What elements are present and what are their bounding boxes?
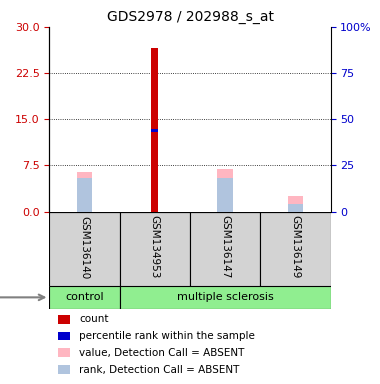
- Bar: [190, 212, 260, 286]
- Bar: [120, 286, 331, 309]
- Bar: [77, 172, 92, 212]
- Text: count: count: [79, 314, 108, 324]
- Bar: [217, 178, 233, 212]
- Bar: [58, 315, 70, 324]
- Bar: [151, 48, 158, 212]
- Title: GDS2978 / 202988_s_at: GDS2978 / 202988_s_at: [106, 10, 274, 25]
- Text: value, Detection Call = ABSENT: value, Detection Call = ABSENT: [79, 348, 244, 358]
- Text: percentile rank within the sample: percentile rank within the sample: [79, 331, 255, 341]
- Text: GSM136149: GSM136149: [290, 215, 301, 279]
- Bar: [151, 129, 158, 132]
- Bar: [58, 332, 70, 340]
- Bar: [58, 348, 70, 357]
- Bar: [217, 169, 233, 212]
- Text: control: control: [65, 292, 104, 302]
- Text: multiple sclerosis: multiple sclerosis: [177, 292, 274, 302]
- Text: GSM136140: GSM136140: [79, 215, 90, 279]
- Text: GSM134953: GSM134953: [150, 215, 160, 279]
- Bar: [120, 212, 190, 286]
- Bar: [77, 178, 92, 212]
- Bar: [260, 212, 331, 286]
- Text: GSM136147: GSM136147: [220, 215, 230, 279]
- Text: rank, Detection Call = ABSENT: rank, Detection Call = ABSENT: [79, 364, 239, 375]
- Bar: [49, 212, 120, 286]
- Bar: [288, 204, 303, 212]
- Bar: [288, 196, 303, 212]
- Bar: [49, 286, 120, 309]
- Bar: [58, 365, 70, 374]
